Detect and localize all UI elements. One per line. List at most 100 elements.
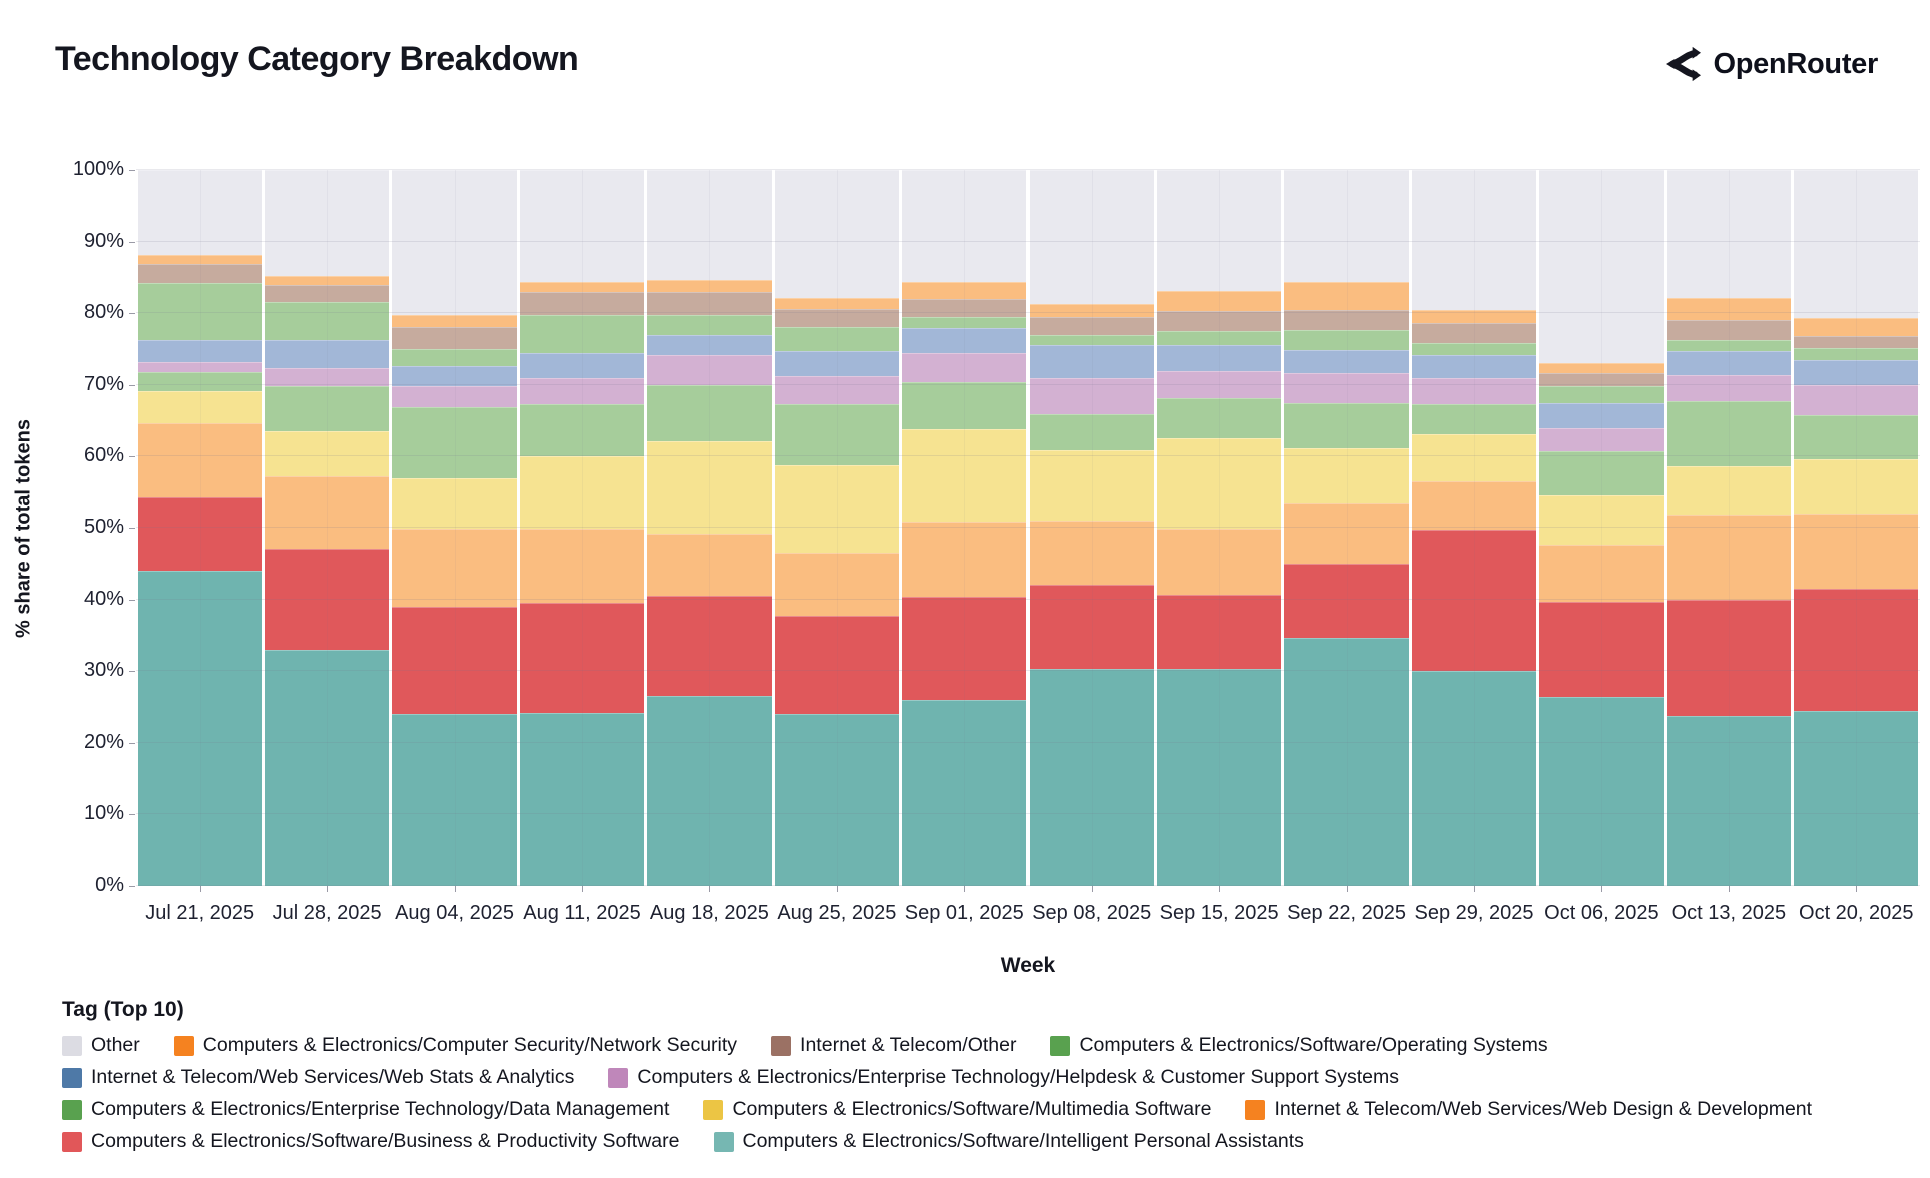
bar-segment[interactable] xyxy=(1284,330,1409,351)
bar-segment[interactable] xyxy=(1666,401,1792,467)
bar-segment[interactable] xyxy=(264,367,390,387)
bar-segment[interactable] xyxy=(1156,371,1282,398)
bar-segment[interactable] xyxy=(137,390,262,424)
bar-segment[interactable] xyxy=(902,298,1027,317)
bar-segment[interactable] xyxy=(1284,373,1409,404)
bar-segment[interactable] xyxy=(1794,414,1919,459)
bar-segment[interactable] xyxy=(1666,170,1792,299)
bar-segment[interactable] xyxy=(1156,291,1282,312)
bar-segment[interactable] xyxy=(1284,403,1409,448)
bar-segment[interactable] xyxy=(137,255,262,264)
bar-segment[interactable] xyxy=(902,170,1027,283)
bar-segment[interactable] xyxy=(1666,466,1792,516)
bar-segment[interactable] xyxy=(774,298,900,309)
bar-segment[interactable] xyxy=(1029,414,1154,450)
bar-segment[interactable] xyxy=(1666,716,1792,886)
bar-segment[interactable] xyxy=(902,596,1027,700)
bar-segment[interactable] xyxy=(264,431,390,477)
bar-segment[interactable] xyxy=(1029,377,1154,415)
bar-segment[interactable] xyxy=(1666,351,1792,375)
bar-segment[interactable] xyxy=(1411,377,1537,405)
bar-segment[interactable] xyxy=(392,386,517,407)
bar-segment[interactable] xyxy=(137,570,262,886)
bar-segment[interactable] xyxy=(1284,638,1409,886)
bar-segment[interactable] xyxy=(1539,373,1664,387)
bar-segment[interactable] xyxy=(519,170,645,283)
bar-segment[interactable] xyxy=(1539,362,1664,374)
bar-segment[interactable] xyxy=(264,170,390,276)
bar-segment[interactable] xyxy=(647,384,772,441)
bar-segment[interactable] xyxy=(1411,354,1537,378)
bar-segment[interactable] xyxy=(1411,170,1537,310)
bar-segment[interactable] xyxy=(774,326,900,352)
bar-segment[interactable] xyxy=(1411,480,1537,531)
bar-segment[interactable] xyxy=(1411,323,1537,343)
bar-segment[interactable] xyxy=(647,354,772,385)
legend-item[interactable]: Other xyxy=(62,1034,140,1057)
bar-segment[interactable] xyxy=(1029,449,1154,521)
bar-segment[interactable] xyxy=(1794,384,1919,415)
bar-segment[interactable] xyxy=(1411,309,1537,324)
bar-segment[interactable] xyxy=(519,603,645,714)
bar-segment[interactable] xyxy=(1156,669,1282,886)
bar-segment[interactable] xyxy=(137,263,262,284)
bar-segment[interactable] xyxy=(774,170,900,299)
bar-segment[interactable] xyxy=(1794,710,1919,886)
bar-segment[interactable] xyxy=(1666,374,1792,402)
bar-segment[interactable] xyxy=(264,650,390,886)
bar-segment[interactable] xyxy=(1539,386,1664,403)
bar-segment[interactable] xyxy=(1029,669,1154,886)
legend-item[interactable]: Computers & Electronics/Enterprise Techn… xyxy=(62,1098,669,1121)
bar-segment[interactable] xyxy=(1411,404,1537,435)
bar-segment[interactable] xyxy=(774,616,900,715)
legend-item[interactable]: Computers & Electronics/Software/Intelli… xyxy=(713,1130,1304,1153)
bar-segment[interactable] xyxy=(1794,318,1919,337)
bar-segment[interactable] xyxy=(137,496,262,571)
bar-segment[interactable] xyxy=(774,553,900,617)
bar-segment[interactable] xyxy=(1539,545,1664,603)
bar-segment[interactable] xyxy=(902,522,1027,597)
bar-segment[interactable] xyxy=(1284,447,1409,503)
bar-segment[interactable] xyxy=(264,476,390,549)
bar-segment[interactable] xyxy=(1284,282,1409,311)
bar-segment[interactable] xyxy=(264,275,390,285)
legend-item[interactable]: Internet & Telecom/Web Services/Web Stat… xyxy=(62,1066,574,1089)
bar-segment[interactable] xyxy=(1284,170,1409,283)
bar-segment[interactable] xyxy=(1666,298,1792,320)
legend-item[interactable]: Computers & Electronics/Software/Busines… xyxy=(62,1130,680,1153)
bar-segment[interactable] xyxy=(519,529,645,604)
bar-segment[interactable] xyxy=(519,282,645,293)
bar-segment[interactable] xyxy=(1539,402,1664,428)
bar-segment[interactable] xyxy=(1666,515,1792,601)
bar-segment[interactable] xyxy=(264,386,390,432)
legend-item[interactable]: Computers & Electronics/Software/Multime… xyxy=(703,1098,1211,1121)
bar-segment[interactable] xyxy=(647,440,772,534)
bar-segment[interactable] xyxy=(1029,345,1154,378)
bar-segment[interactable] xyxy=(1411,530,1537,672)
bar-segment[interactable] xyxy=(137,283,262,341)
bar-segment[interactable] xyxy=(774,351,900,377)
bar-segment[interactable] xyxy=(1284,502,1409,564)
bar-segment[interactable] xyxy=(264,301,390,341)
legend-item[interactable]: Computers & Electronics/Enterprise Techn… xyxy=(608,1066,1399,1089)
bar-segment[interactable] xyxy=(774,465,900,554)
bar-segment[interactable] xyxy=(1156,170,1282,292)
bar-segment[interactable] xyxy=(519,713,645,886)
bar-segment[interactable] xyxy=(519,292,645,316)
bar-segment[interactable] xyxy=(647,315,772,335)
bar-segment[interactable] xyxy=(1794,348,1919,361)
legend-item[interactable]: Computers & Electronics/Software/Operati… xyxy=(1050,1034,1548,1057)
bar-segment[interactable] xyxy=(392,606,517,715)
bar-segment[interactable] xyxy=(264,548,390,651)
bar-segment[interactable] xyxy=(519,352,645,378)
bar-segment[interactable] xyxy=(1156,331,1282,346)
bar-segment[interactable] xyxy=(647,334,772,355)
bar-segment[interactable] xyxy=(392,529,517,607)
bar-segment[interactable] xyxy=(137,423,262,497)
bar-segment[interactable] xyxy=(1156,345,1282,372)
bar-segment[interactable] xyxy=(392,314,517,327)
bar-segment[interactable] xyxy=(1794,360,1919,385)
bar-segment[interactable] xyxy=(264,340,390,368)
bar-segment[interactable] xyxy=(1284,310,1409,331)
bar-segment[interactable] xyxy=(519,315,645,353)
